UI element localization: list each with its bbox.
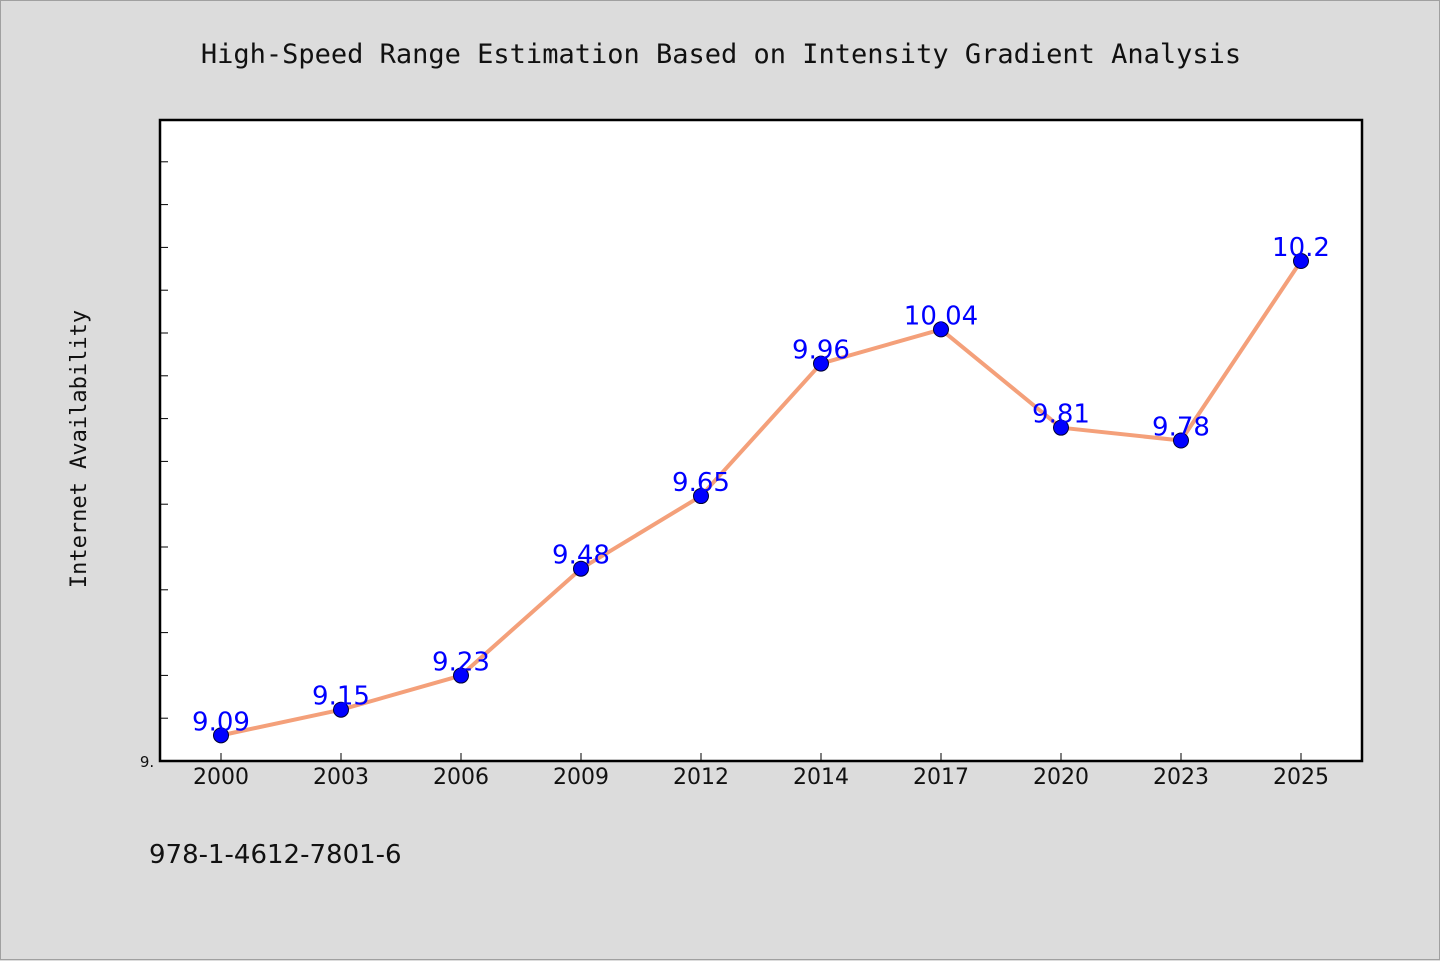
data-point-marker [813, 355, 829, 372]
x-tick-label: 2012 [673, 765, 729, 790]
data-point-marker [1293, 253, 1309, 270]
plot-area [158, 118, 1364, 763]
data-label: 10.2 [1272, 233, 1330, 263]
x-tick-label: 2006 [433, 765, 489, 790]
data-point-marker [933, 321, 949, 338]
series-line [220, 259, 1303, 738]
data-label: 9.23 [432, 648, 490, 678]
data-labels: 9.09 9.15 9.23 9.48 9.65 9.96 10.04 9.81 9.78 10.… [192, 233, 1330, 737]
data-point-marker [213, 727, 229, 744]
x-axis-ticks: 2000 2003 2006 2009 2012 2014 2017 2020 2023 2025 [193, 753, 1329, 790]
footer-isbn: 978-1-4612-7801-6 [149, 840, 402, 870]
data-point-marker [333, 701, 349, 718]
data-label: 9.81 [1032, 400, 1090, 430]
data-label: 9.78 [1152, 413, 1210, 443]
data-label: 9.96 [792, 336, 850, 366]
x-tick-label: 2014 [793, 765, 849, 790]
data-label: 9.09 [192, 707, 250, 737]
x-tick-label: 2000 [193, 765, 249, 790]
x-tick-label: 2025 [1273, 765, 1329, 790]
data-label: 9.65 [672, 468, 730, 498]
y-axis-ticks [160, 161, 168, 719]
x-tick-label: 2003 [313, 765, 369, 790]
x-tick-label: 2020 [1033, 765, 1089, 790]
x-tick-label: 2017 [913, 765, 969, 790]
data-point-marker [693, 488, 709, 505]
data-point-marker [453, 667, 469, 684]
data-label: 9.15 [312, 682, 370, 712]
data-label: 10.04 [904, 301, 978, 331]
data-point-marker [1173, 432, 1189, 449]
y-axis-label: Internet Availability [67, 310, 92, 588]
data-markers [213, 253, 1309, 744]
x-tick-label: 2023 [1153, 765, 1209, 790]
data-label: 9.48 [552, 541, 610, 571]
data-point-marker [573, 560, 589, 577]
y-tick-label: 9. [140, 753, 154, 771]
data-point-marker [1053, 419, 1069, 436]
x-tick-label: 2009 [553, 765, 609, 790]
chart-title: High-Speed Range Estimation Based on Int… [201, 39, 1241, 70]
